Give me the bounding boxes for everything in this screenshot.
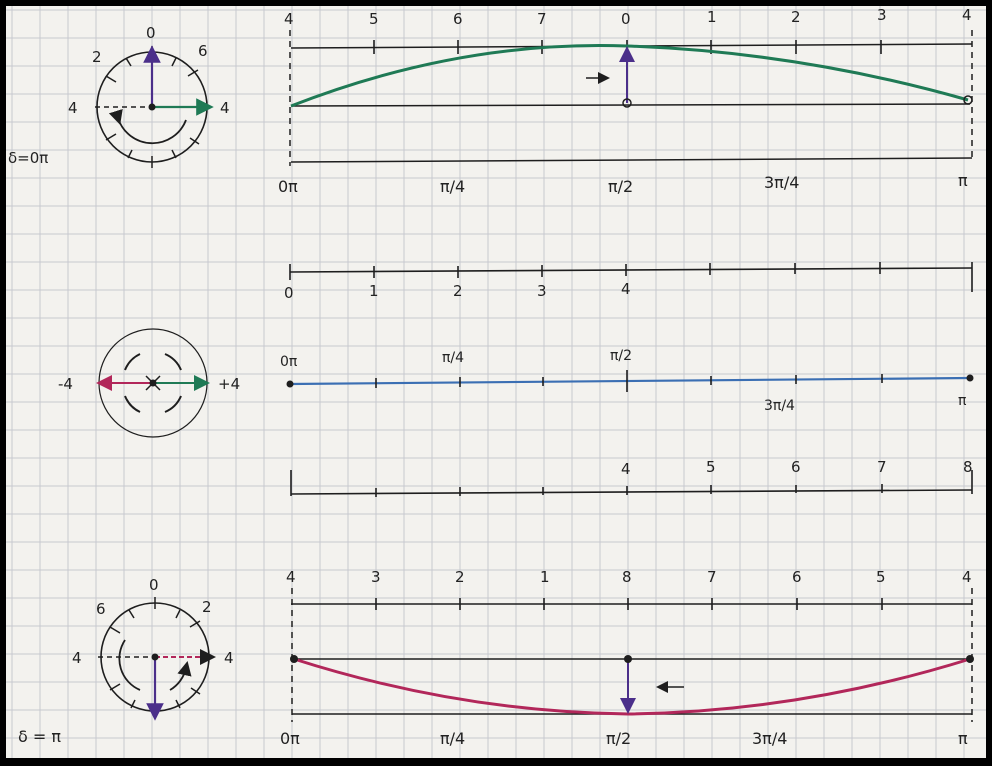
bottom-phasor-label-top: 0 xyxy=(149,576,159,594)
bottom-number: 4 xyxy=(962,568,972,586)
middle-pi-labels: 0π π/4 π/2 3π/4 π xyxy=(280,348,967,414)
bottom-number: 2 xyxy=(455,568,465,586)
middle-upper-ticks xyxy=(289,262,973,292)
middle-upper-numbers: 0 1 2 3 4 xyxy=(284,280,631,302)
bottom-number: 6 xyxy=(792,568,802,586)
top-number: 6 xyxy=(453,10,463,28)
bottom-number: 5 xyxy=(876,568,886,586)
middle-lower-number: 4 xyxy=(621,460,631,478)
top-number: 7 xyxy=(537,10,547,28)
middle-upper-number: 2 xyxy=(453,282,463,300)
middle-upper-number: 1 xyxy=(369,282,379,300)
middle-lower-numbers: 4 5 6 7 8 xyxy=(621,458,973,478)
bottom-magenta-curve xyxy=(293,657,971,716)
top-pi-labels: 0π π/4 π/2 3π/4 π xyxy=(278,171,968,196)
bottom-number: 3 xyxy=(371,568,381,586)
top-end-point xyxy=(963,95,973,105)
middle-upper-number: 3 xyxy=(537,282,547,300)
bottom-pi-label: π xyxy=(958,729,968,748)
top-number: 3 xyxy=(877,6,887,24)
top-number: 2 xyxy=(791,8,801,26)
bottom-pi-label: 0π xyxy=(280,729,300,748)
bottom-pi-label: π/4 xyxy=(440,729,465,748)
top-number: 4 xyxy=(284,10,294,28)
middle-lower-ticks xyxy=(290,470,973,497)
top-rotation-arc-icon xyxy=(108,108,187,145)
top-phasor-label-upper-right: 6 xyxy=(198,42,208,60)
top-pi-label: π/2 xyxy=(608,177,633,196)
bottom-phasor-label-left: 4 xyxy=(72,649,82,667)
middle-end-point xyxy=(966,374,974,382)
middle-pi-label: π/2 xyxy=(610,348,632,364)
middle-blue-line xyxy=(289,376,971,386)
middle-pi-label: 0π xyxy=(280,354,298,370)
top-pi-label: π/4 xyxy=(440,177,465,196)
bottom-pi-labels: 0π π/4 π/2 3π/4 π xyxy=(280,729,968,748)
middle-start-point xyxy=(286,380,294,388)
middle-upper-axis xyxy=(289,267,973,273)
bottom-number: 7 xyxy=(707,568,717,586)
bottom-phasor-label-upper-right: 2 xyxy=(202,598,212,616)
bottom-numbers-row: 4 3 2 1 8 7 6 5 4 xyxy=(286,568,972,586)
middle-upper-number: 0 xyxy=(284,284,294,302)
bottom-number: 1 xyxy=(540,568,550,586)
top-phasor-label-left: 4 xyxy=(68,99,78,117)
top-center-point xyxy=(622,98,632,108)
bottom-center-point xyxy=(624,655,632,663)
top-phasor-label-right: 4 xyxy=(220,99,230,117)
bottom-rotation-arc-icon xyxy=(118,639,141,691)
middle-pi-label: π/4 xyxy=(442,350,464,366)
middle-panel: 0 1 2 3 4 -4 +4 xyxy=(58,262,974,497)
bottom-phasor-label-upper-left: 6 xyxy=(96,600,106,618)
middle-phasor-label-left: -4 xyxy=(58,375,73,393)
middle-pi-label: 3π/4 xyxy=(764,398,795,414)
top-phasor-diagram: 0 2 6 4 4 xyxy=(68,24,230,168)
bottom-phasor-label-right: 4 xyxy=(224,649,234,667)
bottom-number: 4 xyxy=(286,568,296,586)
middle-phasor-label-right: +4 xyxy=(218,375,240,393)
middle-lower-number: 6 xyxy=(791,458,801,476)
top-delta-label: δ=0π xyxy=(8,149,48,167)
middle-phasor-diagram: -4 +4 xyxy=(58,328,240,438)
top-pi-label: 0π xyxy=(278,177,298,196)
top-phasor-label-upper-left: 2 xyxy=(92,48,102,66)
top-number: 4 xyxy=(962,6,972,24)
bottom-phasor-diagram: 0 6 2 4 4 xyxy=(72,576,234,721)
bottom-rotation-arc-icon-2 xyxy=(169,660,192,691)
bottom-number: 8 xyxy=(622,568,632,586)
bottom-end-point xyxy=(966,655,974,663)
top-number: 1 xyxy=(707,8,717,26)
top-number: 5 xyxy=(369,10,379,28)
middle-lower-axis xyxy=(290,489,973,495)
middle-lower-number: 8 xyxy=(963,458,973,476)
middle-blue-ticks xyxy=(375,370,883,392)
bottom-delta-label: δ = π xyxy=(18,727,61,746)
middle-upper-number: 4 xyxy=(621,280,631,298)
middle-lower-number: 5 xyxy=(706,458,716,476)
bottom-graph-frame xyxy=(291,588,973,722)
top-pi-label: π xyxy=(958,171,968,190)
middle-lower-number: 7 xyxy=(877,458,887,476)
bottom-panel: 0 6 2 4 4 δ = π 4 xyxy=(18,568,974,748)
bottom-start-point xyxy=(290,655,298,663)
bottom-top-axis-ticks xyxy=(375,598,883,610)
top-phasor-label-top: 0 xyxy=(146,24,156,42)
top-panel: 0 2 6 4 4 δ=0π 4 5 6 7 0 1 2 3 xyxy=(8,6,973,196)
top-numbers-row: 4 5 6 7 0 1 2 3 4 xyxy=(284,6,972,28)
top-pi-label: 3π/4 xyxy=(764,173,799,192)
bottom-pi-label: π/2 xyxy=(606,729,631,748)
middle-pi-label: π xyxy=(958,393,967,409)
top-number: 0 xyxy=(621,10,631,28)
bottom-pi-label: 3π/4 xyxy=(752,729,787,748)
